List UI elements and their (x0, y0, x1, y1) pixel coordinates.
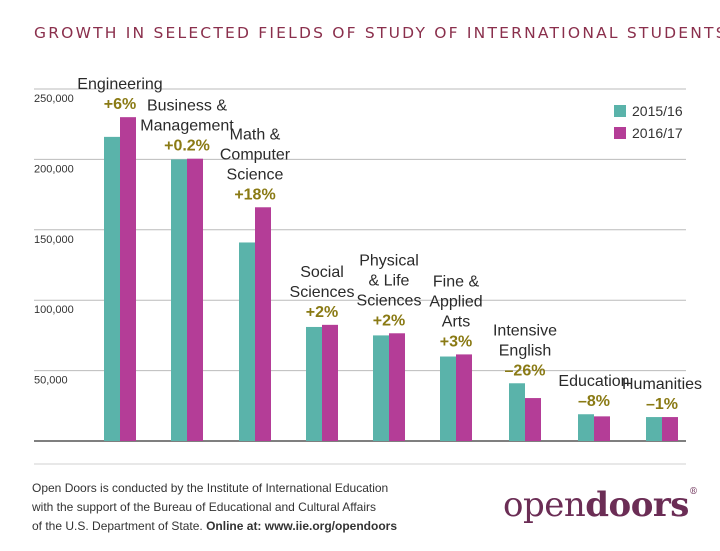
y-axis-ticks: 50,000 100,000 150,000 200,000 250,000 (34, 93, 74, 387)
change-label: +2% (373, 312, 405, 329)
footer-note: Open Doors is conducted by the Institute… (32, 479, 397, 536)
footer-link[interactable]: Online at: www.iie.org/opendoors (206, 519, 397, 533)
change-label: +18% (234, 186, 275, 203)
logo-part-2: doors (585, 485, 689, 525)
category-label: Sciences (357, 292, 422, 309)
category-label: Physical (359, 252, 419, 269)
y-tick-label: 100,000 (34, 304, 74, 316)
footer-line-2: with the support of the Bureau of Educat… (32, 500, 376, 514)
change-label: +3% (440, 333, 472, 350)
bar-2015/16 (239, 242, 255, 441)
change-label: –8% (578, 393, 610, 410)
category-label: Management (140, 118, 234, 135)
category-label: Intensive (493, 322, 557, 339)
bar-2016/17 (662, 417, 678, 441)
category-labels: +6% Engineering +0.2% Management Business & +… (77, 76, 702, 413)
chart: GROWTH IN SELECTED FIELDS OF STUDY OF IN… (34, 24, 720, 465)
category-label: Engineering (77, 76, 162, 93)
change-label: –1% (646, 396, 678, 413)
category-label: Humanities (622, 376, 702, 393)
bar-2016/17 (525, 398, 541, 441)
bar-2015/16 (104, 136, 120, 441)
category-label: Sciences (290, 284, 355, 301)
footer-line-1: Open Doors is conducted by the Institute… (32, 481, 389, 495)
change-label: +2% (306, 304, 338, 321)
y-tick-label: 200,000 (34, 163, 74, 175)
bar-2016/17 (389, 333, 405, 441)
bar-2015/16 (306, 326, 322, 441)
logo-part-1: open (503, 485, 586, 525)
category-label: & Life (369, 272, 410, 289)
category-label: English (499, 342, 551, 359)
y-tick-label: 250,000 (34, 93, 74, 105)
bar-2015/16 (578, 414, 594, 441)
legend-swatch-2015/16 (614, 105, 626, 117)
bars (104, 117, 678, 442)
bar-2015/16 (440, 356, 456, 441)
category-label: Education (558, 373, 629, 390)
y-tick-label: 150,000 (34, 234, 74, 246)
gridlines (34, 88, 686, 465)
category-label: Social (300, 264, 344, 281)
bar-2015/16 (509, 383, 525, 441)
change-label: +0.2% (164, 138, 210, 155)
bar-2016/17 (322, 324, 338, 441)
registered-mark: ® (688, 487, 698, 497)
category-label: Fine & (433, 273, 480, 290)
legend-label-2015/16: 2015/16 (632, 103, 683, 119)
y-tick-label: 50,000 (34, 375, 68, 387)
category-label: Computer (220, 146, 291, 163)
bar-2016/17 (456, 354, 472, 441)
legend-label-2016/17: 2016/17 (632, 125, 683, 141)
chart-title: GROWTH IN SELECTED FIELDS OF STUDY OF IN… (34, 24, 720, 42)
bar-2016/17 (120, 117, 136, 441)
category-label: Science (227, 166, 284, 183)
bar-2016/17 (594, 416, 610, 441)
category-label: Business & (147, 98, 227, 115)
bar-2015/16 (171, 159, 187, 441)
bar-2015/16 (646, 417, 662, 441)
change-label: –26% (505, 362, 546, 379)
bar-2016/17 (255, 207, 271, 441)
legend-swatch-2016/17 (614, 127, 626, 139)
category-label: Applied (429, 293, 482, 310)
footer-line-3-text: of the U.S. Department of State. (32, 519, 207, 533)
legend: 2015/16 2016/17 (614, 103, 683, 141)
footer-line-3: of the U.S. Department of State. Online … (32, 517, 397, 536)
bar-2016/17 (187, 158, 203, 442)
change-label: +6% (104, 96, 136, 113)
category-label: Math & (230, 126, 281, 143)
opendoors-logo: opendoors® (503, 485, 698, 525)
category-label: Arts (442, 313, 470, 330)
bar-2015/16 (373, 335, 389, 441)
